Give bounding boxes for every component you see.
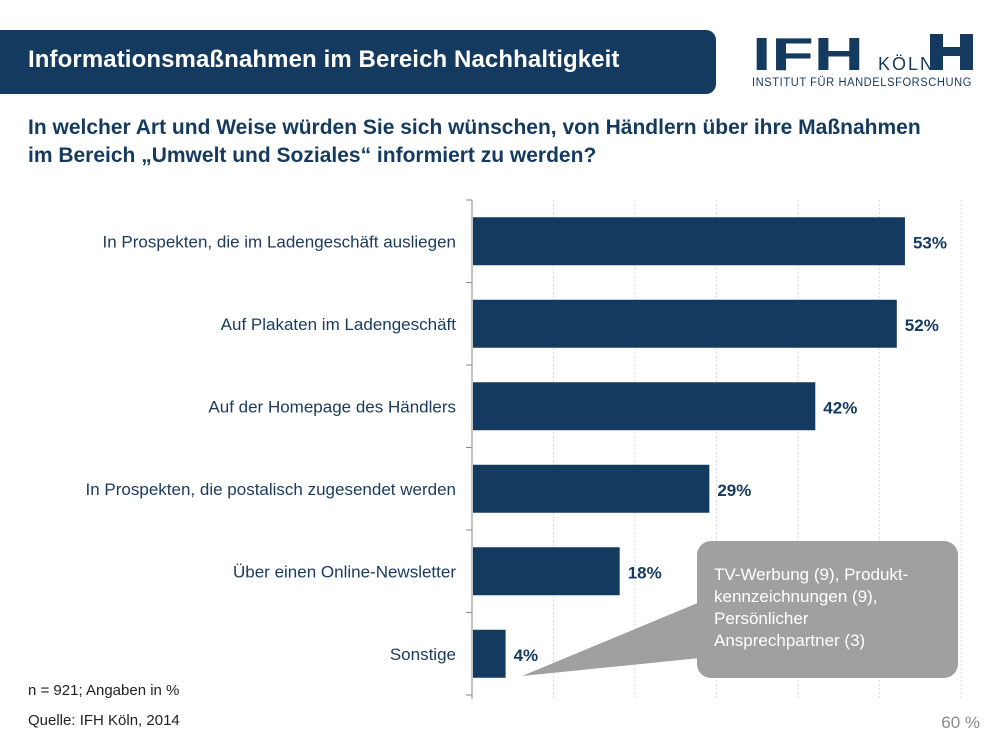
bar <box>473 382 816 431</box>
category-label: In Prospekten, die postalisch zugesendet… <box>86 480 456 499</box>
survey-question: In welcher Art und Weise würden Sie sich… <box>28 116 921 167</box>
logo-main-text: IFH <box>752 32 864 80</box>
callout-line: Persönlicher <box>714 609 809 628</box>
bars <box>473 217 905 678</box>
logo-subtitle: INSTITUT FÜR HANDELSFORSCHUNG <box>752 77 972 89</box>
category-label: Über einen Online-Newsletter <box>233 562 456 581</box>
callout-line: kennzeichnungen (9), <box>714 587 878 606</box>
callout-line: Ansprechpartner (3) <box>714 631 866 650</box>
logo-city-text: KÖLN <box>878 54 935 74</box>
callout-pointer <box>522 602 700 676</box>
axis-max-label: 60 % <box>941 713 980 732</box>
source-note: Quelle: IFH Köln, 2014 <box>28 712 180 729</box>
bar <box>473 299 897 348</box>
value-label: 29% <box>717 481 751 500</box>
sample-note: n = 921; Angaben in % <box>28 682 180 699</box>
callout-bubble <box>522 541 958 678</box>
value-label: 18% <box>628 563 662 582</box>
category-label: Auf Plakaten im Ladengeschäft <box>221 315 457 334</box>
callout-box <box>697 541 958 678</box>
page-title: Informationsmaßnahmen im Bereich Nachhal… <box>28 46 620 73</box>
value-label: 52% <box>905 316 939 335</box>
logo-mark-icon <box>930 34 973 70</box>
bar <box>473 547 620 596</box>
category-label: In Prospekten, die im Ladengeschäft ausl… <box>103 232 456 251</box>
ifh-logo: IFH KÖLN INSTITUT FÜR HANDELSFORSCHUNG <box>752 32 973 89</box>
value-label: 42% <box>823 398 857 417</box>
bar <box>473 464 710 513</box>
bar <box>473 629 506 678</box>
category-label: Auf der Homepage des Händlers <box>208 397 456 416</box>
callout-text: TV-Werbung (9), Produkt- kennzeichnungen… <box>714 564 954 652</box>
bar <box>473 217 905 266</box>
title-banner: Informationsmaßnahmen im Bereich Nachhal… <box>0 30 716 94</box>
value-label: 4% <box>514 646 539 665</box>
grid-lines <box>466 199 962 699</box>
callout-line: TV-Werbung (9), Produkt- <box>714 565 909 584</box>
value-label: 53% <box>913 233 947 252</box>
category-label: Sonstige <box>390 645 456 664</box>
labels: In Prospekten, die im Ladengeschäft ausl… <box>86 232 947 665</box>
